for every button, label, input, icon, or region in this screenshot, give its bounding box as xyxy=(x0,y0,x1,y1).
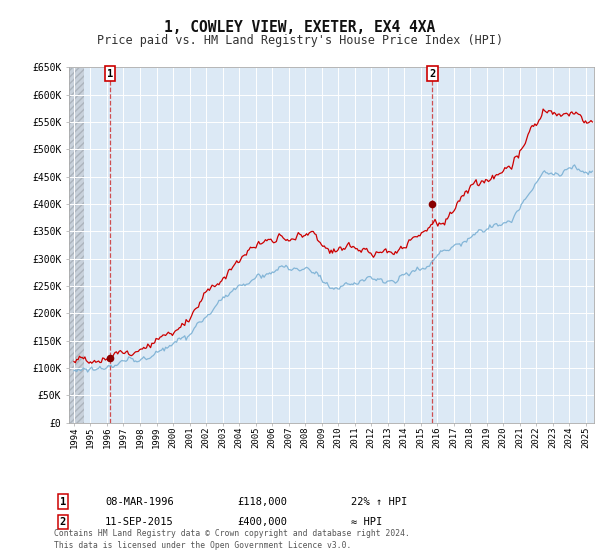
Text: 2: 2 xyxy=(60,517,66,527)
Text: 22% ↑ HPI: 22% ↑ HPI xyxy=(351,497,407,507)
Text: Price paid vs. HM Land Registry's House Price Index (HPI): Price paid vs. HM Land Registry's House … xyxy=(97,34,503,46)
Text: ≈ HPI: ≈ HPI xyxy=(351,517,382,527)
Text: Contains HM Land Registry data © Crown copyright and database right 2024.
This d: Contains HM Land Registry data © Crown c… xyxy=(54,529,410,550)
Text: 1: 1 xyxy=(107,69,113,79)
Text: 08-MAR-1996: 08-MAR-1996 xyxy=(105,497,174,507)
Text: £118,000: £118,000 xyxy=(237,497,287,507)
Bar xyxy=(69,67,84,423)
Text: 2: 2 xyxy=(429,69,436,79)
Text: 1: 1 xyxy=(60,497,66,507)
Text: 1, COWLEY VIEW, EXETER, EX4 4XA: 1, COWLEY VIEW, EXETER, EX4 4XA xyxy=(164,20,436,35)
Text: £400,000: £400,000 xyxy=(237,517,287,527)
Text: 11-SEP-2015: 11-SEP-2015 xyxy=(105,517,174,527)
